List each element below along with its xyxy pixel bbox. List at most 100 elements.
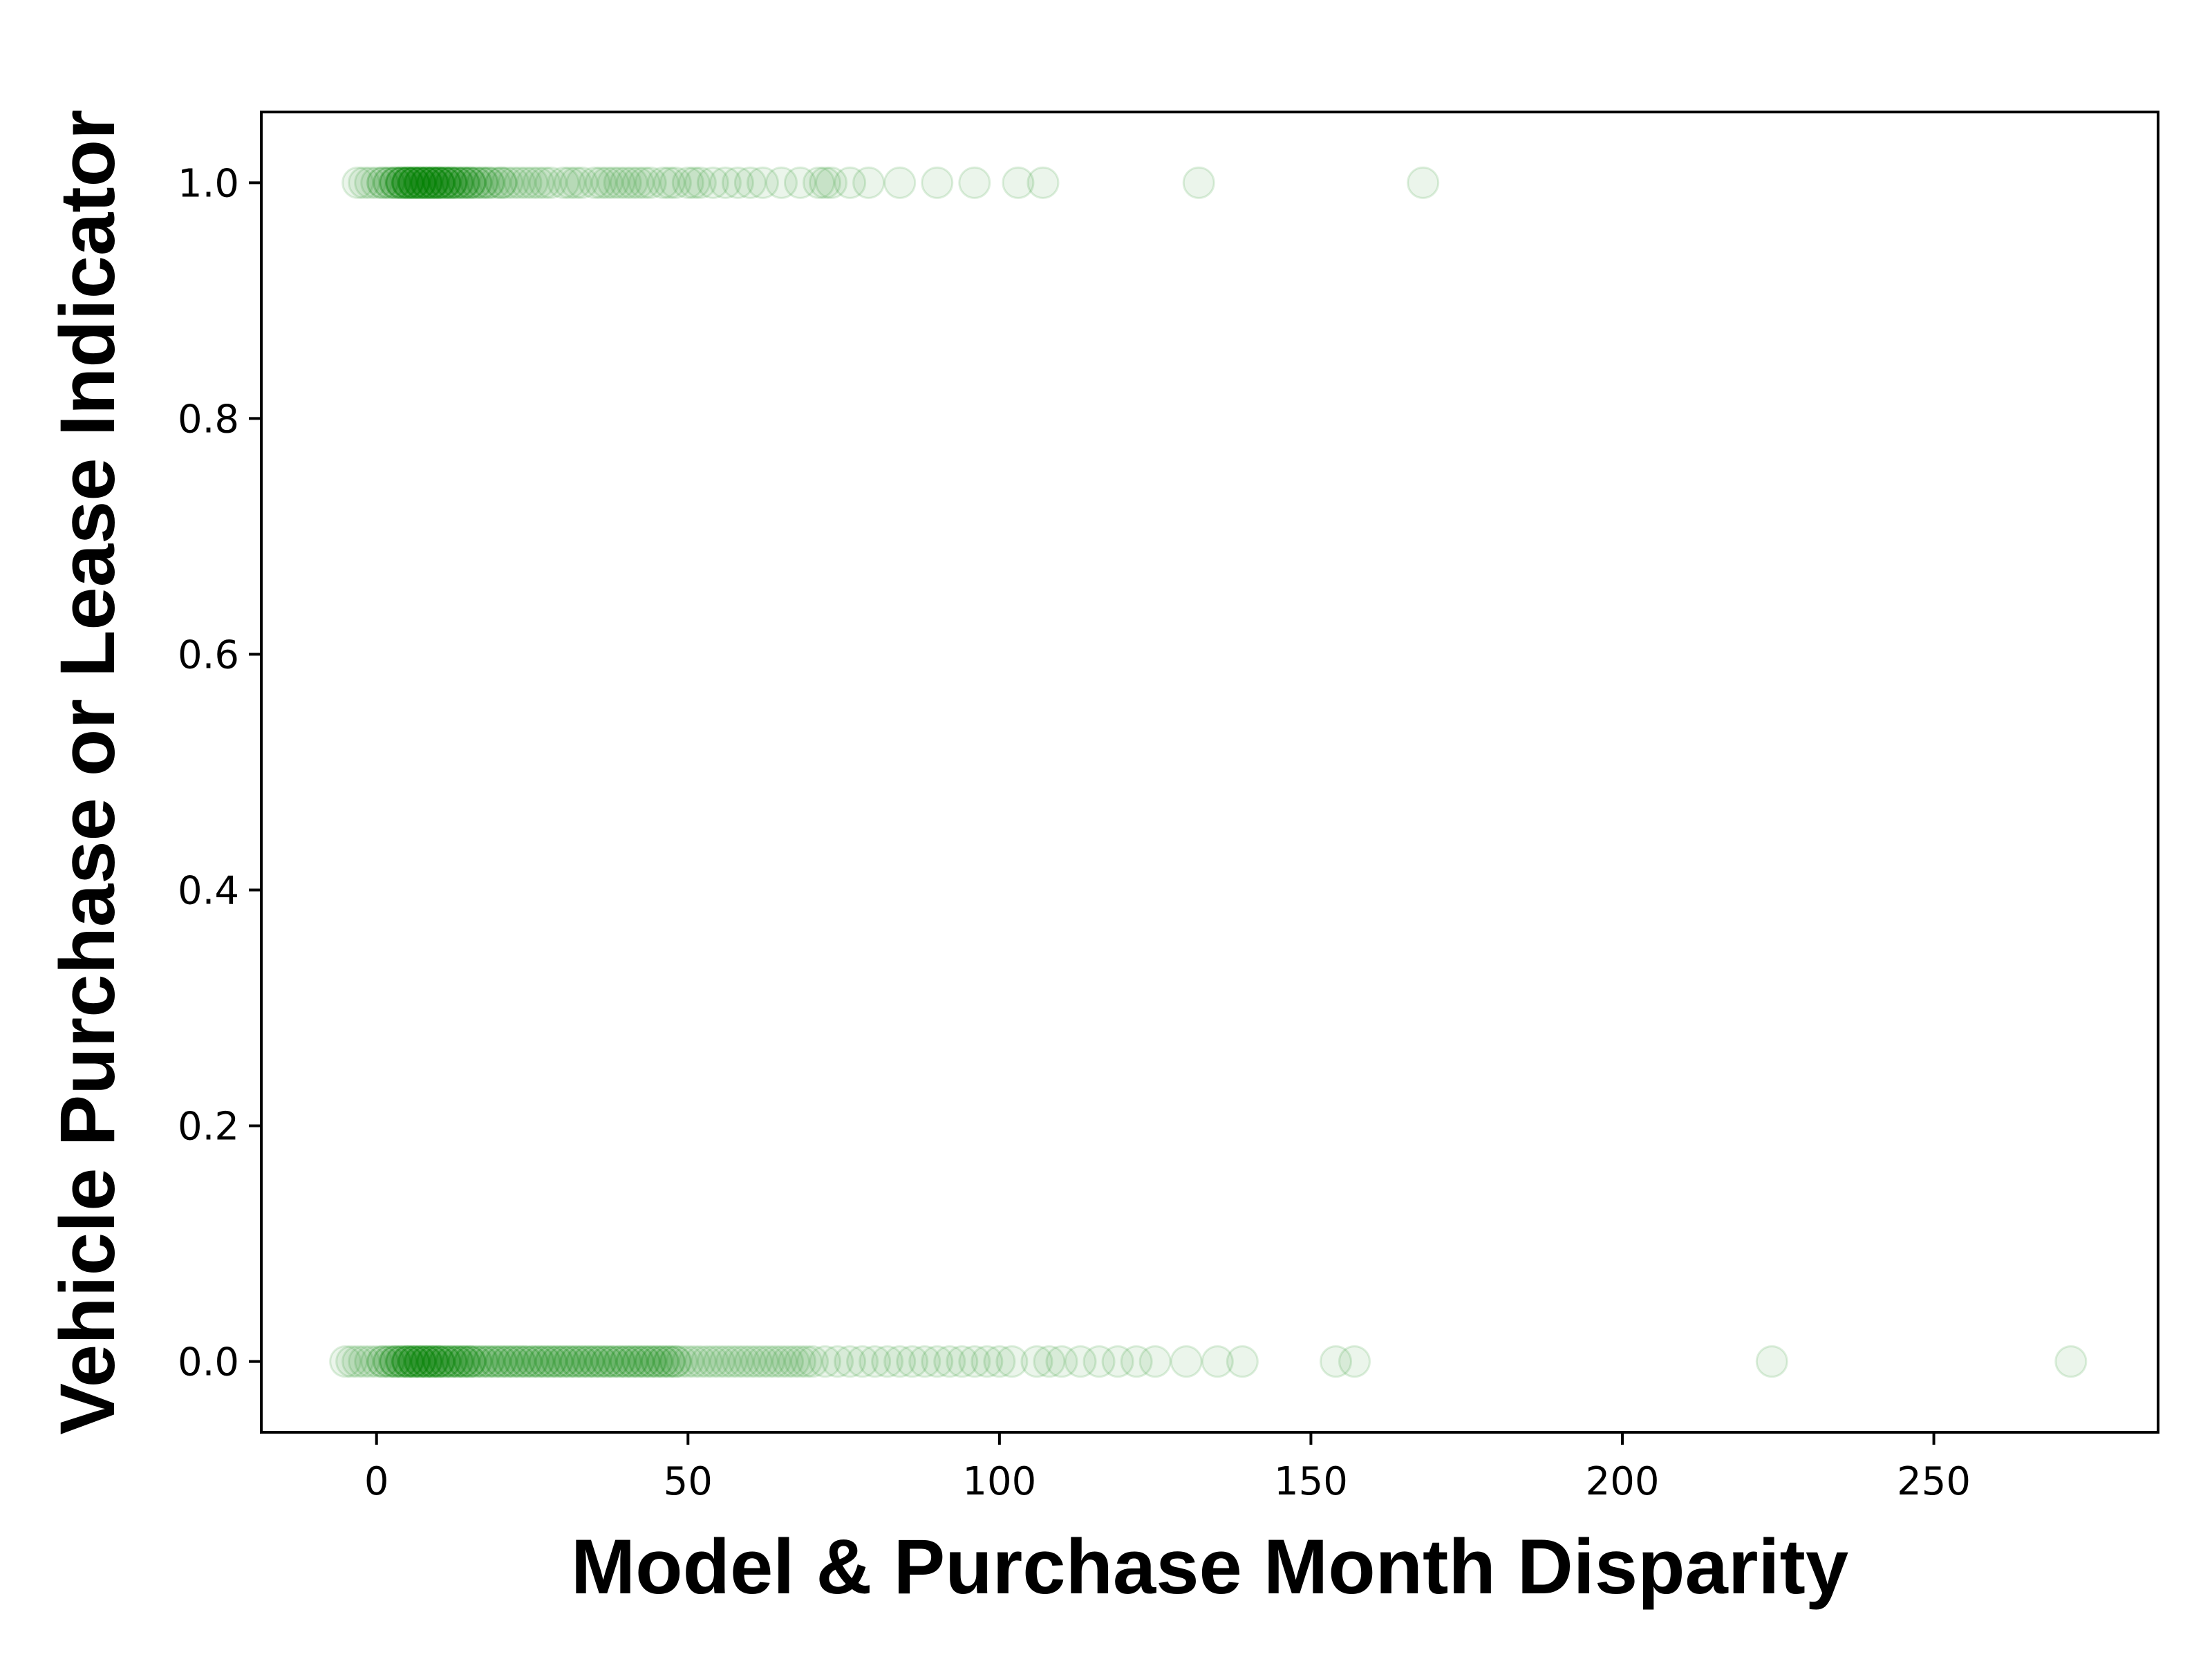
- data-point: [1319, 1345, 1352, 1378]
- data-point: [946, 1345, 979, 1378]
- data-point: [385, 166, 418, 199]
- data-point: [1120, 1345, 1153, 1378]
- data-point: [391, 166, 424, 199]
- data-point: [485, 166, 518, 199]
- data-point: [709, 166, 742, 199]
- data-point: [640, 1345, 673, 1378]
- data-point: [541, 1345, 574, 1378]
- data-point: [715, 1345, 748, 1378]
- data-point: [404, 166, 437, 199]
- data-point: [410, 1345, 443, 1378]
- data-point: [385, 1345, 418, 1378]
- data-point: [472, 166, 505, 199]
- data-point: [640, 1345, 673, 1378]
- y-tick-label: 0.0: [178, 1340, 239, 1385]
- data-point: [435, 1345, 468, 1378]
- data-point: [373, 166, 406, 199]
- data-point: [609, 1345, 642, 1378]
- data-point: [429, 166, 462, 199]
- data-point: [366, 1345, 400, 1378]
- data-point: [466, 1345, 499, 1378]
- data-point: [447, 166, 480, 199]
- data-point: [771, 1345, 804, 1378]
- data-point: [528, 166, 561, 199]
- data-point: [559, 1345, 592, 1378]
- data-point: [572, 1345, 605, 1378]
- data-point: [565, 166, 599, 199]
- data-point: [441, 166, 474, 199]
- data-point: [441, 1345, 474, 1378]
- data-point: [453, 166, 487, 199]
- data-point: [852, 166, 885, 199]
- data-point: [615, 1345, 648, 1378]
- data-point: [360, 1345, 393, 1378]
- x-tick-label: 250: [1897, 1459, 1971, 1504]
- data-point: [1407, 166, 1440, 199]
- data-point: [410, 166, 443, 199]
- data-point: [834, 1345, 867, 1378]
- data-point: [341, 166, 375, 199]
- data-point: [740, 1345, 773, 1378]
- data-point: [466, 1345, 499, 1378]
- data-point: [391, 1345, 424, 1378]
- data-point: [453, 166, 487, 199]
- data-point: [615, 166, 648, 199]
- data-point: [1101, 1345, 1134, 1378]
- data-point: [485, 1345, 518, 1378]
- data-point: [634, 1345, 667, 1378]
- data-point: [478, 1345, 512, 1378]
- data-point: [460, 166, 493, 199]
- data-point: [584, 1345, 617, 1378]
- data-point: [1182, 166, 1215, 199]
- data-point: [534, 166, 568, 199]
- data-point: [422, 166, 456, 199]
- data-point: [958, 166, 991, 199]
- data-points: [329, 166, 2088, 1378]
- x-tick-label: 200: [1586, 1459, 1660, 1504]
- data-point: [354, 166, 387, 199]
- y-tick-label: 0.8: [178, 397, 239, 442]
- data-point: [677, 1345, 711, 1378]
- data-point: [908, 1345, 941, 1378]
- data-point: [821, 1345, 854, 1378]
- data-point: [460, 1345, 493, 1378]
- data-point: [1082, 1345, 1116, 1378]
- data-point: [590, 1345, 624, 1378]
- x-axis-ticks: 0 50 100 150 200 250: [364, 1432, 1971, 1504]
- data-point: [646, 1345, 679, 1378]
- data-point: [765, 1345, 798, 1378]
- data-point: [466, 166, 499, 199]
- data-point: [628, 1345, 661, 1378]
- data-point: [435, 1345, 468, 1378]
- data-point: [391, 1345, 424, 1378]
- data-point: [497, 166, 530, 199]
- data-point: [478, 1345, 512, 1378]
- data-point: [628, 1345, 661, 1378]
- data-point: [684, 166, 717, 199]
- data-point: [534, 1345, 568, 1378]
- data-point: [696, 166, 729, 199]
- data-point: [809, 1345, 842, 1378]
- y-axis-ticks: 0.0 0.2 0.4 0.6 0.8 1.0: [178, 161, 261, 1385]
- data-point: [509, 1345, 543, 1378]
- data-point: [447, 166, 480, 199]
- data-point: [472, 166, 505, 199]
- data-point: [684, 1345, 717, 1378]
- data-point: [472, 1345, 505, 1378]
- data-point: [410, 1345, 443, 1378]
- data-point: [435, 166, 468, 199]
- data-point: [379, 166, 412, 199]
- data-point: [1138, 1345, 1172, 1378]
- data-point: [447, 166, 480, 199]
- data-point: [1002, 166, 1035, 199]
- data-point: [429, 1345, 462, 1378]
- data-point: [522, 1345, 555, 1378]
- data-point: [385, 166, 418, 199]
- y-axis-title: Vehicle Purchase or Lease Indicator: [44, 109, 131, 1434]
- data-point: [354, 1345, 387, 1378]
- data-point: [696, 1345, 729, 1378]
- data-point: [572, 1345, 605, 1378]
- data-point: [541, 1345, 574, 1378]
- plot-frame: [260, 111, 2159, 1434]
